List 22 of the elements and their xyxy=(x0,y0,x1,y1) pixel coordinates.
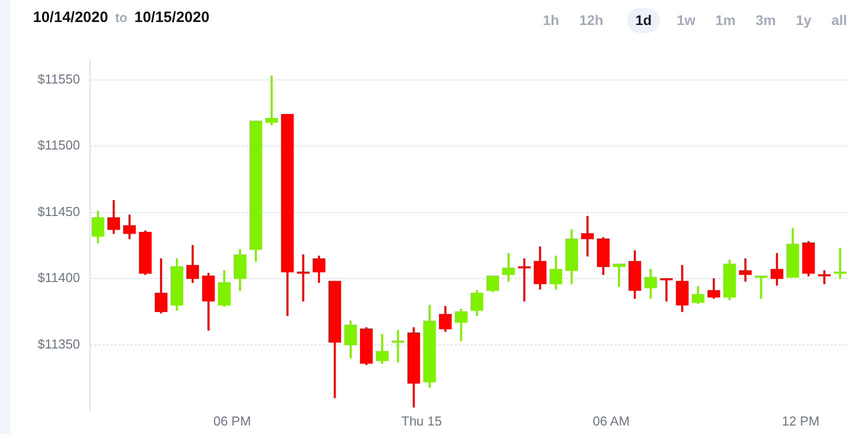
candlestick xyxy=(834,248,846,279)
candlestick xyxy=(296,254,310,302)
text: 1h xyxy=(542,11,560,30)
y-tick-label: $11550 xyxy=(38,71,80,86)
text: 1w xyxy=(676,11,696,30)
x-tick-label: Thu 15 xyxy=(401,413,442,428)
text: 12h xyxy=(578,11,604,30)
candlestick xyxy=(660,278,673,302)
y-tick-label: $11350 xyxy=(38,336,80,352)
chart-title: 10/14/2020 to 10/15/2020 xyxy=(33,9,210,26)
text: 3m xyxy=(754,11,777,30)
candlestick xyxy=(518,258,531,302)
x-tick-label: 06 PM xyxy=(213,413,251,428)
text: all xyxy=(830,11,848,30)
x-tick-label: 06 AM xyxy=(592,413,630,428)
y-tick-label: $11500 xyxy=(38,138,80,153)
x-tick-label: 12 PM xyxy=(782,413,820,428)
y-tick-label: $11450 xyxy=(38,204,80,219)
y-tick-label: $11400 xyxy=(38,270,80,286)
candlestick xyxy=(392,330,404,362)
text: 1m xyxy=(714,11,737,30)
text: 1y xyxy=(794,11,812,30)
